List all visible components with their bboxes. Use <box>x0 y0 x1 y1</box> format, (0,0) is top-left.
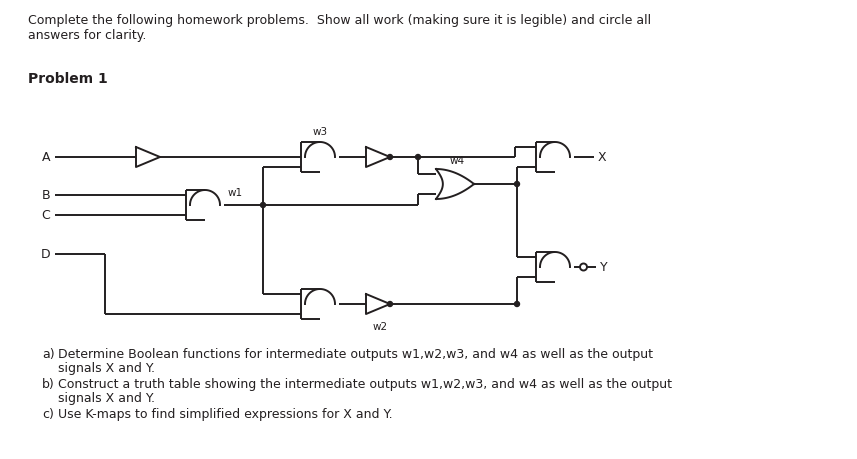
Text: C: C <box>41 209 50 222</box>
Text: c): c) <box>42 407 54 420</box>
Circle shape <box>387 155 393 160</box>
Text: w4: w4 <box>450 156 465 166</box>
Text: D: D <box>40 248 50 261</box>
Text: X: X <box>598 151 607 164</box>
Text: signals X and Y.: signals X and Y. <box>58 361 155 374</box>
Text: Use K-maps to find simplified expressions for X and Y.: Use K-maps to find simplified expression… <box>58 407 393 420</box>
Text: w2: w2 <box>373 321 388 331</box>
Circle shape <box>416 155 421 160</box>
Text: w1: w1 <box>228 188 243 197</box>
Text: Determine Boolean functions for intermediate outputs w1,w2,w3, and w4 as well as: Determine Boolean functions for intermed… <box>58 347 653 360</box>
Text: A: A <box>41 151 50 164</box>
Text: Construct a truth table showing the intermediate outputs w1,w2,w3, and w4 as wel: Construct a truth table showing the inte… <box>58 377 672 390</box>
Circle shape <box>514 182 519 187</box>
Circle shape <box>514 302 519 307</box>
Text: signals X and Y.: signals X and Y. <box>58 391 155 404</box>
Text: B: B <box>41 189 50 202</box>
Text: Complete the following homework problems.  Show all work (making sure it is legi: Complete the following homework problems… <box>28 14 651 42</box>
Circle shape <box>387 302 393 307</box>
Text: w3: w3 <box>313 127 327 137</box>
Text: b): b) <box>42 377 55 390</box>
Text: Y: Y <box>600 261 608 274</box>
Text: a): a) <box>42 347 55 360</box>
Text: Problem 1: Problem 1 <box>28 72 108 86</box>
Circle shape <box>261 203 266 208</box>
